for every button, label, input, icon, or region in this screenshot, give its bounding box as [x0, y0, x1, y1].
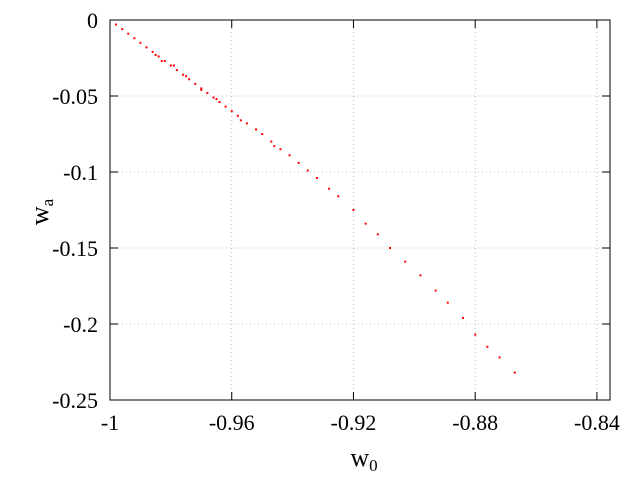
point: [175, 69, 178, 72]
point: [200, 87, 203, 90]
point: [474, 333, 477, 336]
y-tick-label: -0.05: [52, 84, 98, 109]
point: [212, 96, 215, 99]
point: [364, 222, 367, 225]
point: [154, 53, 157, 56]
point: [145, 46, 148, 49]
point: [224, 105, 227, 108]
point: [133, 37, 136, 40]
point: [218, 101, 221, 104]
point: [182, 73, 185, 76]
y-tick-label: -0.2: [63, 312, 98, 337]
point: [255, 128, 258, 131]
point: [230, 110, 233, 113]
point: [157, 55, 160, 58]
point: [163, 60, 166, 63]
point: [279, 148, 282, 151]
point: [315, 177, 318, 180]
point: [404, 260, 407, 263]
point: [462, 316, 465, 319]
plot-frame: [109, 19, 611, 401]
point: [188, 78, 191, 81]
point: [160, 60, 163, 63]
point: [151, 50, 154, 53]
point: [328, 187, 331, 190]
point: [434, 289, 437, 292]
point: [306, 169, 309, 172]
point: [419, 274, 422, 277]
point: [388, 247, 391, 249]
point: [121, 28, 124, 31]
point: [139, 41, 142, 44]
y-tick-label: 0: [87, 8, 98, 33]
point: [376, 233, 379, 236]
point: [337, 195, 340, 198]
point: [486, 345, 489, 348]
x-tick-label: -0.92: [331, 410, 377, 435]
point: [498, 356, 501, 359]
point: [239, 119, 242, 122]
point: [236, 114, 239, 117]
point: [297, 161, 300, 164]
point: [127, 32, 130, 35]
point: [194, 82, 197, 85]
point: [115, 23, 118, 26]
y-tick-label: -0.15: [52, 236, 98, 261]
y-tick-label: -0.1: [63, 160, 98, 185]
y-axis-label: wa: [25, 198, 57, 225]
point: [169, 64, 172, 67]
point: [172, 64, 175, 67]
x-tick-label: -1: [101, 410, 119, 435]
point: [446, 301, 449, 304]
y-tick-label: -0.25: [52, 388, 98, 413]
point: [270, 140, 273, 143]
x-tick-label: -0.88: [452, 410, 498, 435]
point: [513, 371, 516, 374]
point: [273, 145, 276, 148]
point: [200, 88, 203, 91]
point: [261, 133, 264, 135]
point: [215, 98, 218, 101]
point: [185, 75, 188, 78]
point: [206, 91, 209, 94]
x-tick-label: -0.84: [574, 410, 620, 435]
x-tick-label: -0.96: [209, 410, 255, 435]
point: [288, 154, 291, 157]
x-axis-label: w0: [350, 443, 377, 475]
point: [352, 209, 355, 211]
point: [245, 122, 248, 125]
